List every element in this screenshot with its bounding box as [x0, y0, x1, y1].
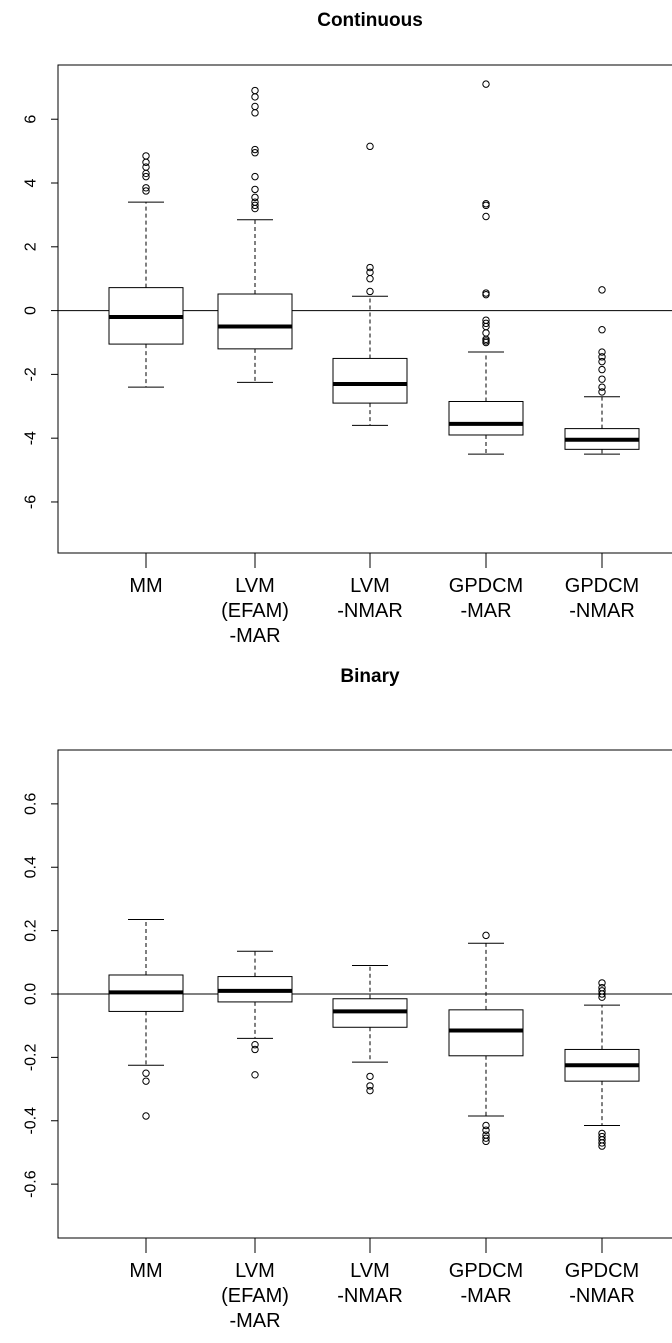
y-tick-label: -4 — [23, 431, 40, 445]
x-category-label: MM — [129, 1260, 162, 1282]
outlier-point — [598, 326, 606, 334]
outlier-point — [251, 102, 259, 111]
outlier-point — [251, 172, 259, 181]
x-category-label: LVM — [235, 1260, 275, 1282]
outlier-point — [142, 172, 150, 181]
outlier-point — [482, 1121, 490, 1130]
y-tick-label: -0.6 — [23, 1170, 40, 1198]
x-category-label: LVM — [350, 575, 390, 597]
y-tick-label: -6 — [23, 495, 40, 509]
outlier-point — [366, 1086, 374, 1095]
outlier-point — [251, 109, 259, 117]
x-category-label: LVM — [350, 1260, 390, 1282]
x-category-label: -NMAR — [337, 1285, 403, 1307]
outlier-point — [482, 212, 490, 221]
x-category-label: -MAR — [229, 1310, 280, 1332]
outlier-point — [142, 152, 150, 160]
iqr-box — [217, 293, 293, 350]
outlier-point — [598, 383, 606, 391]
outlier-point — [251, 1041, 259, 1049]
x-category-label: GPDCM — [449, 575, 523, 597]
outlier-point — [482, 1137, 490, 1146]
iqr-box — [448, 1009, 524, 1057]
outlier-point — [598, 353, 606, 361]
outlier-point — [142, 184, 150, 192]
x-category-label: GPDCM — [449, 1260, 523, 1282]
x-category-label: MM — [129, 575, 162, 597]
outlier-point — [598, 348, 606, 356]
outlier-point — [598, 375, 606, 383]
x-category-label: LVM — [235, 575, 275, 597]
x-category-label: -MAR — [460, 1285, 511, 1307]
outlier-point — [366, 1072, 374, 1081]
outlier-point — [251, 86, 259, 95]
outlier-point — [482, 1126, 490, 1134]
outlier-point — [251, 145, 259, 154]
y-tick-label: 0.2 — [23, 919, 40, 941]
x-category-label: (EFAM) — [221, 600, 289, 622]
x-category-label: (EFAM) — [221, 1285, 289, 1307]
outlier-point — [598, 388, 606, 396]
outlier-point — [366, 268, 374, 277]
y-tick-label: 6 — [23, 115, 40, 124]
outlier-point — [366, 142, 374, 151]
y-tick-label: 0.4 — [23, 856, 40, 878]
outlier-point — [142, 1112, 150, 1120]
outlier-point — [251, 93, 259, 101]
outlier-point — [482, 931, 490, 940]
outlier-point — [251, 198, 259, 206]
outlier-point — [598, 286, 606, 294]
outlier-point — [482, 200, 490, 208]
outlier-point — [142, 163, 150, 171]
x-category-label: GPDCM — [565, 575, 639, 597]
outlier-point — [366, 263, 374, 272]
outlier-point — [598, 1142, 606, 1150]
y-tick-label: 2 — [23, 242, 40, 251]
outlier-point — [598, 357, 606, 366]
outlier-point — [366, 287, 374, 296]
x-category-label: -MAR — [229, 625, 280, 647]
outlier-point — [251, 1045, 259, 1054]
chart-title: Continuous — [317, 10, 423, 31]
outlier-point — [366, 1082, 374, 1090]
iqr-box — [332, 357, 408, 404]
outlier-point — [251, 1071, 259, 1079]
outlier-point — [251, 201, 259, 210]
outlier-point — [142, 158, 150, 166]
y-tick-label: 0.6 — [23, 793, 40, 815]
x-category-label: -NMAR — [569, 1285, 635, 1307]
y-tick-label: 0.0 — [23, 983, 40, 1005]
outlier-point — [598, 987, 606, 995]
y-tick-label: 0 — [23, 306, 40, 315]
chart-title: Binary — [340, 666, 400, 687]
x-category-label: GPDCM — [565, 1260, 639, 1282]
outlier-point — [482, 316, 490, 324]
outlier-point — [142, 187, 150, 195]
outlier-point — [251, 149, 259, 157]
outlier-point — [482, 319, 490, 328]
plot-frame — [57, 64, 672, 554]
outlier-point — [482, 289, 490, 297]
outlier-point — [482, 80, 490, 88]
outlier-point — [366, 274, 374, 283]
outlier-point — [251, 193, 259, 202]
y-tick-label: -0.2 — [23, 1043, 40, 1071]
x-category-label: -MAR — [460, 600, 511, 622]
outlier-point — [598, 979, 606, 987]
y-tick-label: -2 — [23, 367, 40, 381]
y-tick-label: 4 — [23, 178, 40, 187]
outlier-point — [598, 983, 606, 992]
y-tick-label: -0.4 — [23, 1107, 40, 1135]
iqr-box — [448, 400, 524, 436]
outlier-point — [598, 365, 606, 374]
x-category-label: -NMAR — [569, 600, 635, 622]
outlier-point — [598, 1139, 606, 1147]
outlier-point — [142, 1069, 150, 1077]
outlier-point — [142, 1077, 150, 1085]
x-category-label: -NMAR — [337, 600, 403, 622]
outlier-point — [251, 185, 259, 194]
outlier-point — [482, 1134, 490, 1142]
outlier-point — [482, 329, 490, 337]
